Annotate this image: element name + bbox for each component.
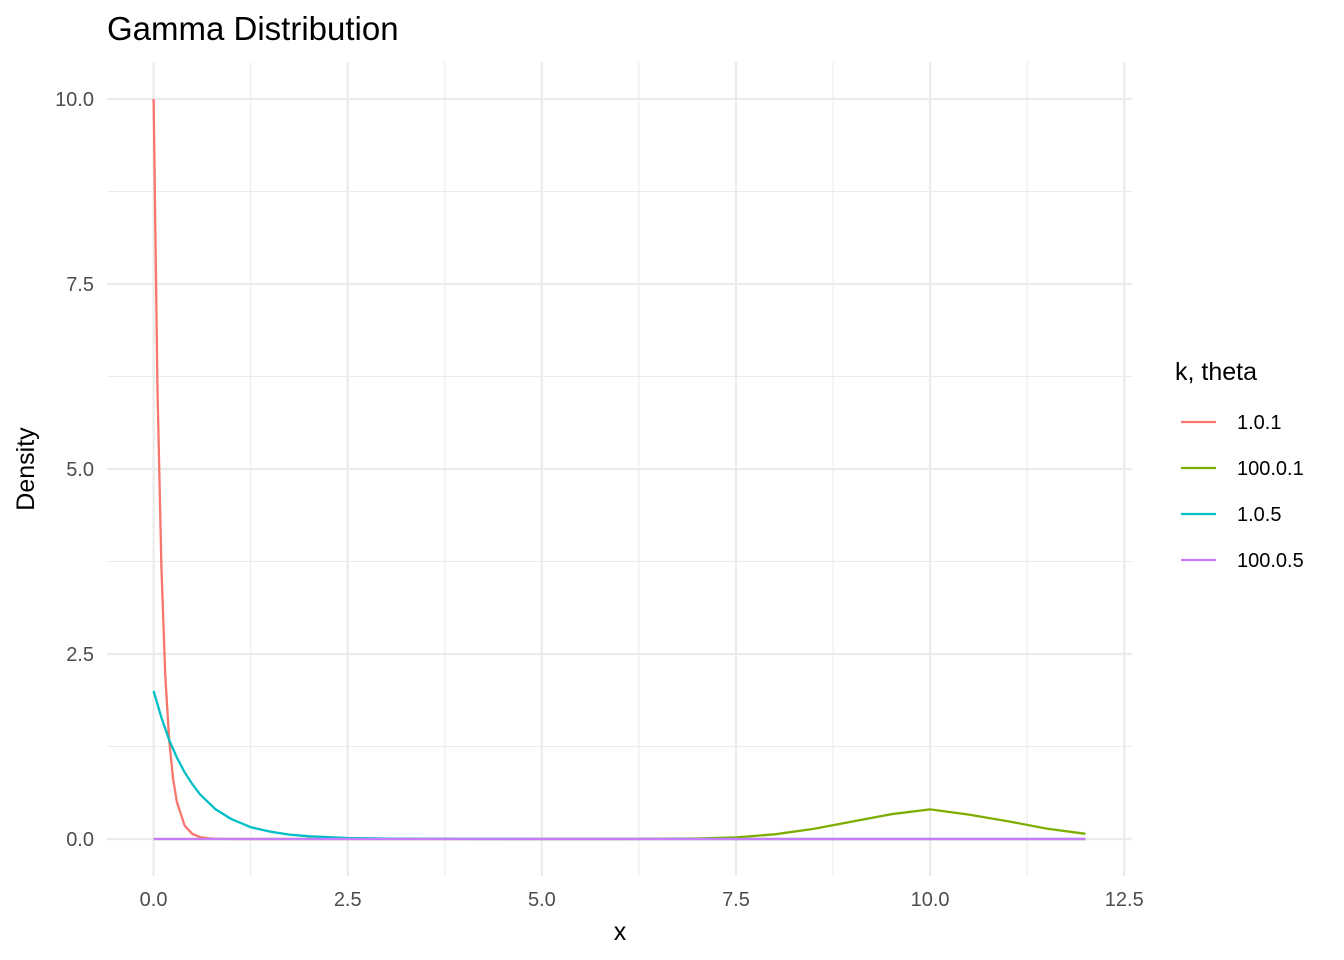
legend-label: 100.0.1 (1237, 458, 1304, 480)
x-tick-labels: 0.0 2.5 5.0 7.5 10.0 12.5 (140, 889, 1144, 911)
x-tick-label: 0.0 (140, 889, 168, 911)
legend-label: 1.0.1 (1237, 412, 1281, 434)
y-tick-label: 5.0 (66, 459, 94, 481)
legend-label: 1.0.5 (1237, 504, 1281, 526)
x-tick-label: 10.0 (911, 889, 950, 911)
y-tick-label: 7.5 (66, 274, 94, 296)
x-tick-label: 2.5 (334, 889, 362, 911)
y-tick-labels: 0.0 2.5 5.0 7.5 10.0 (55, 89, 94, 851)
series-line-1.0.5 (152, 690, 1086, 841)
y-tick-label: 0.0 (66, 829, 94, 851)
legend: k, theta 1.0.1 100.0.1 1.0.5 100.0.5 (1175, 358, 1304, 572)
y-tick-label: 2.5 (66, 644, 94, 666)
legend-title: k, theta (1175, 358, 1257, 386)
series-layer (152, 98, 1086, 841)
x-axis-title: x (614, 918, 627, 946)
legend-items: 1.0.1 100.0.1 1.0.5 100.0.5 (1181, 412, 1304, 572)
legend-label: 100.0.5 (1237, 550, 1304, 572)
chart-title: Gamma Distribution (107, 10, 399, 47)
x-tick-label: 5.0 (528, 889, 556, 911)
y-axis-title: Density (12, 427, 40, 511)
y-tick-label: 10.0 (55, 89, 94, 111)
grid-major (107, 62, 1132, 876)
x-tick-label: 7.5 (722, 889, 750, 911)
x-tick-label: 12.5 (1105, 889, 1144, 911)
